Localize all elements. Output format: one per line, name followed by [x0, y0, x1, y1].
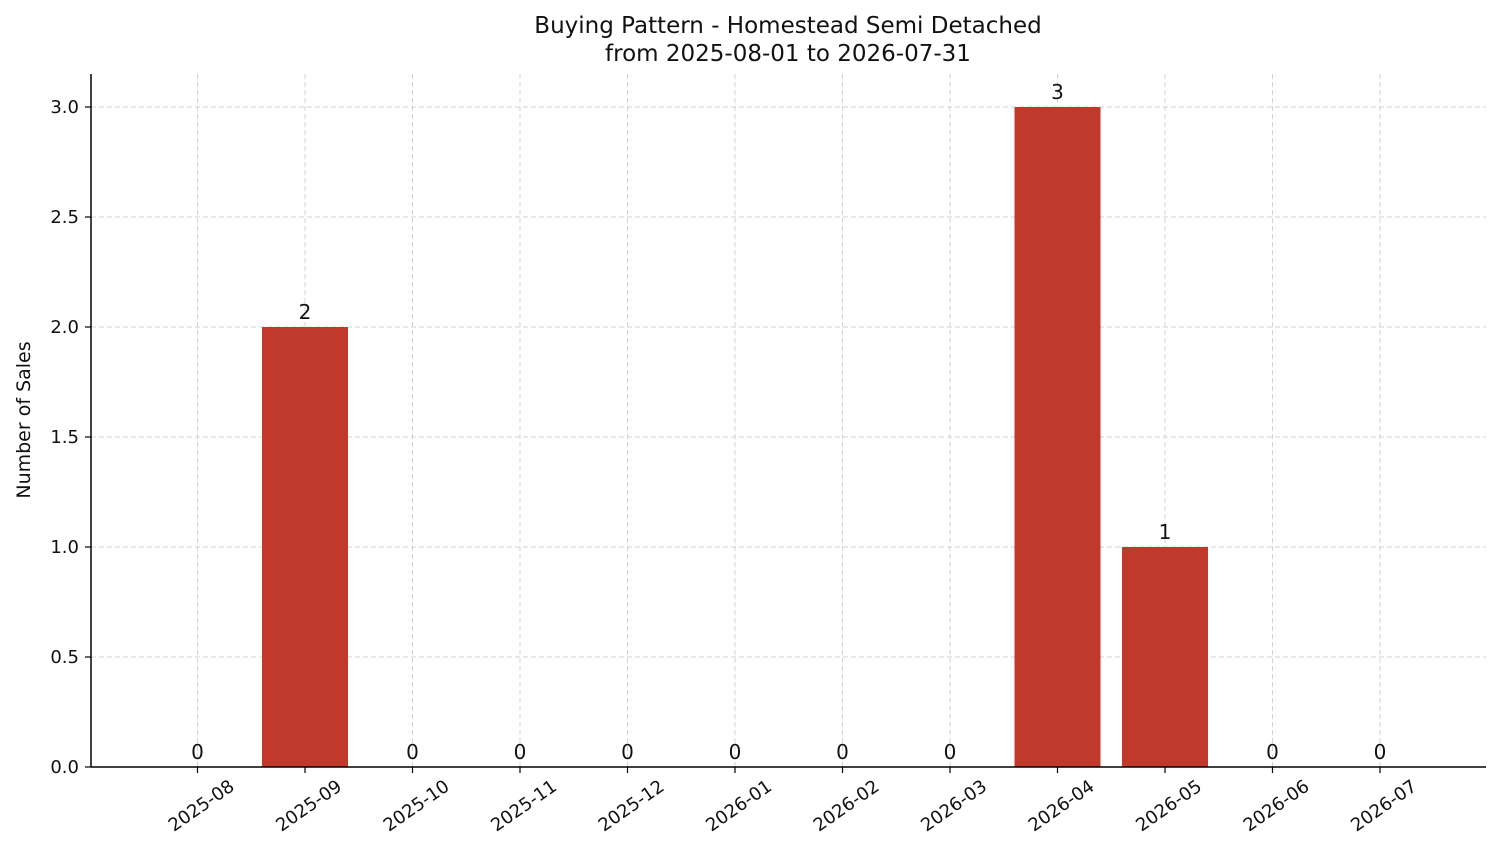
y-tick-label: 0.0 [50, 757, 79, 778]
y-tick-label: 0.5 [50, 647, 79, 668]
y-tick-label: 3.0 [50, 97, 79, 118]
bar-layer [262, 107, 1208, 767]
data-label: 0 [1374, 740, 1387, 764]
chart-subtitle: from 2025-08-01 to 2026-07-31 [605, 41, 971, 67]
chart-title: Buying Pattern - Homestead Semi Detached [534, 13, 1041, 39]
data-label-layer: 0 2 0 0 0 0 0 0 3 1 0 0 [191, 80, 1386, 764]
bar [1014, 107, 1101, 767]
data-label: 0 [514, 740, 527, 764]
data-label: 0 [944, 740, 957, 764]
data-label: 2 [299, 300, 312, 324]
bar [1122, 547, 1208, 767]
data-label: 0 [836, 740, 849, 764]
y-tick-label: 1.0 [50, 537, 79, 558]
data-label: 0 [1266, 740, 1279, 764]
data-label: 1 [1159, 520, 1172, 544]
y-tick-label: 2.5 [50, 207, 79, 228]
y-tick-label: 1.5 [50, 427, 79, 448]
y-axis-label: Number of Sales [13, 341, 35, 498]
bar [262, 327, 348, 767]
data-label: 0 [729, 740, 742, 764]
x-tick-label: 2025-09 [272, 776, 346, 836]
x-tick-label: 2026-07 [1347, 776, 1421, 836]
data-label: 0 [191, 740, 204, 764]
x-tick-label: 2025-11 [487, 776, 561, 836]
x-tick-label: 2025-10 [380, 776, 454, 836]
data-label: 3 [1051, 80, 1064, 104]
y-tick-label: 2.0 [50, 317, 79, 338]
x-tick-label: 2026-03 [917, 776, 991, 836]
x-tick-label: 2026-04 [1025, 776, 1099, 836]
data-label: 0 [621, 740, 634, 764]
x-tick-label: 2026-05 [1132, 776, 1206, 836]
x-tick-label: 2025-12 [595, 776, 669, 836]
data-label: 0 [406, 740, 419, 764]
x-tick-label: 2025-08 [165, 776, 239, 836]
x-tick-label: 2026-01 [702, 776, 776, 836]
x-tick-label: 2026-02 [810, 776, 884, 836]
x-tick-label: 2026-06 [1240, 776, 1314, 836]
